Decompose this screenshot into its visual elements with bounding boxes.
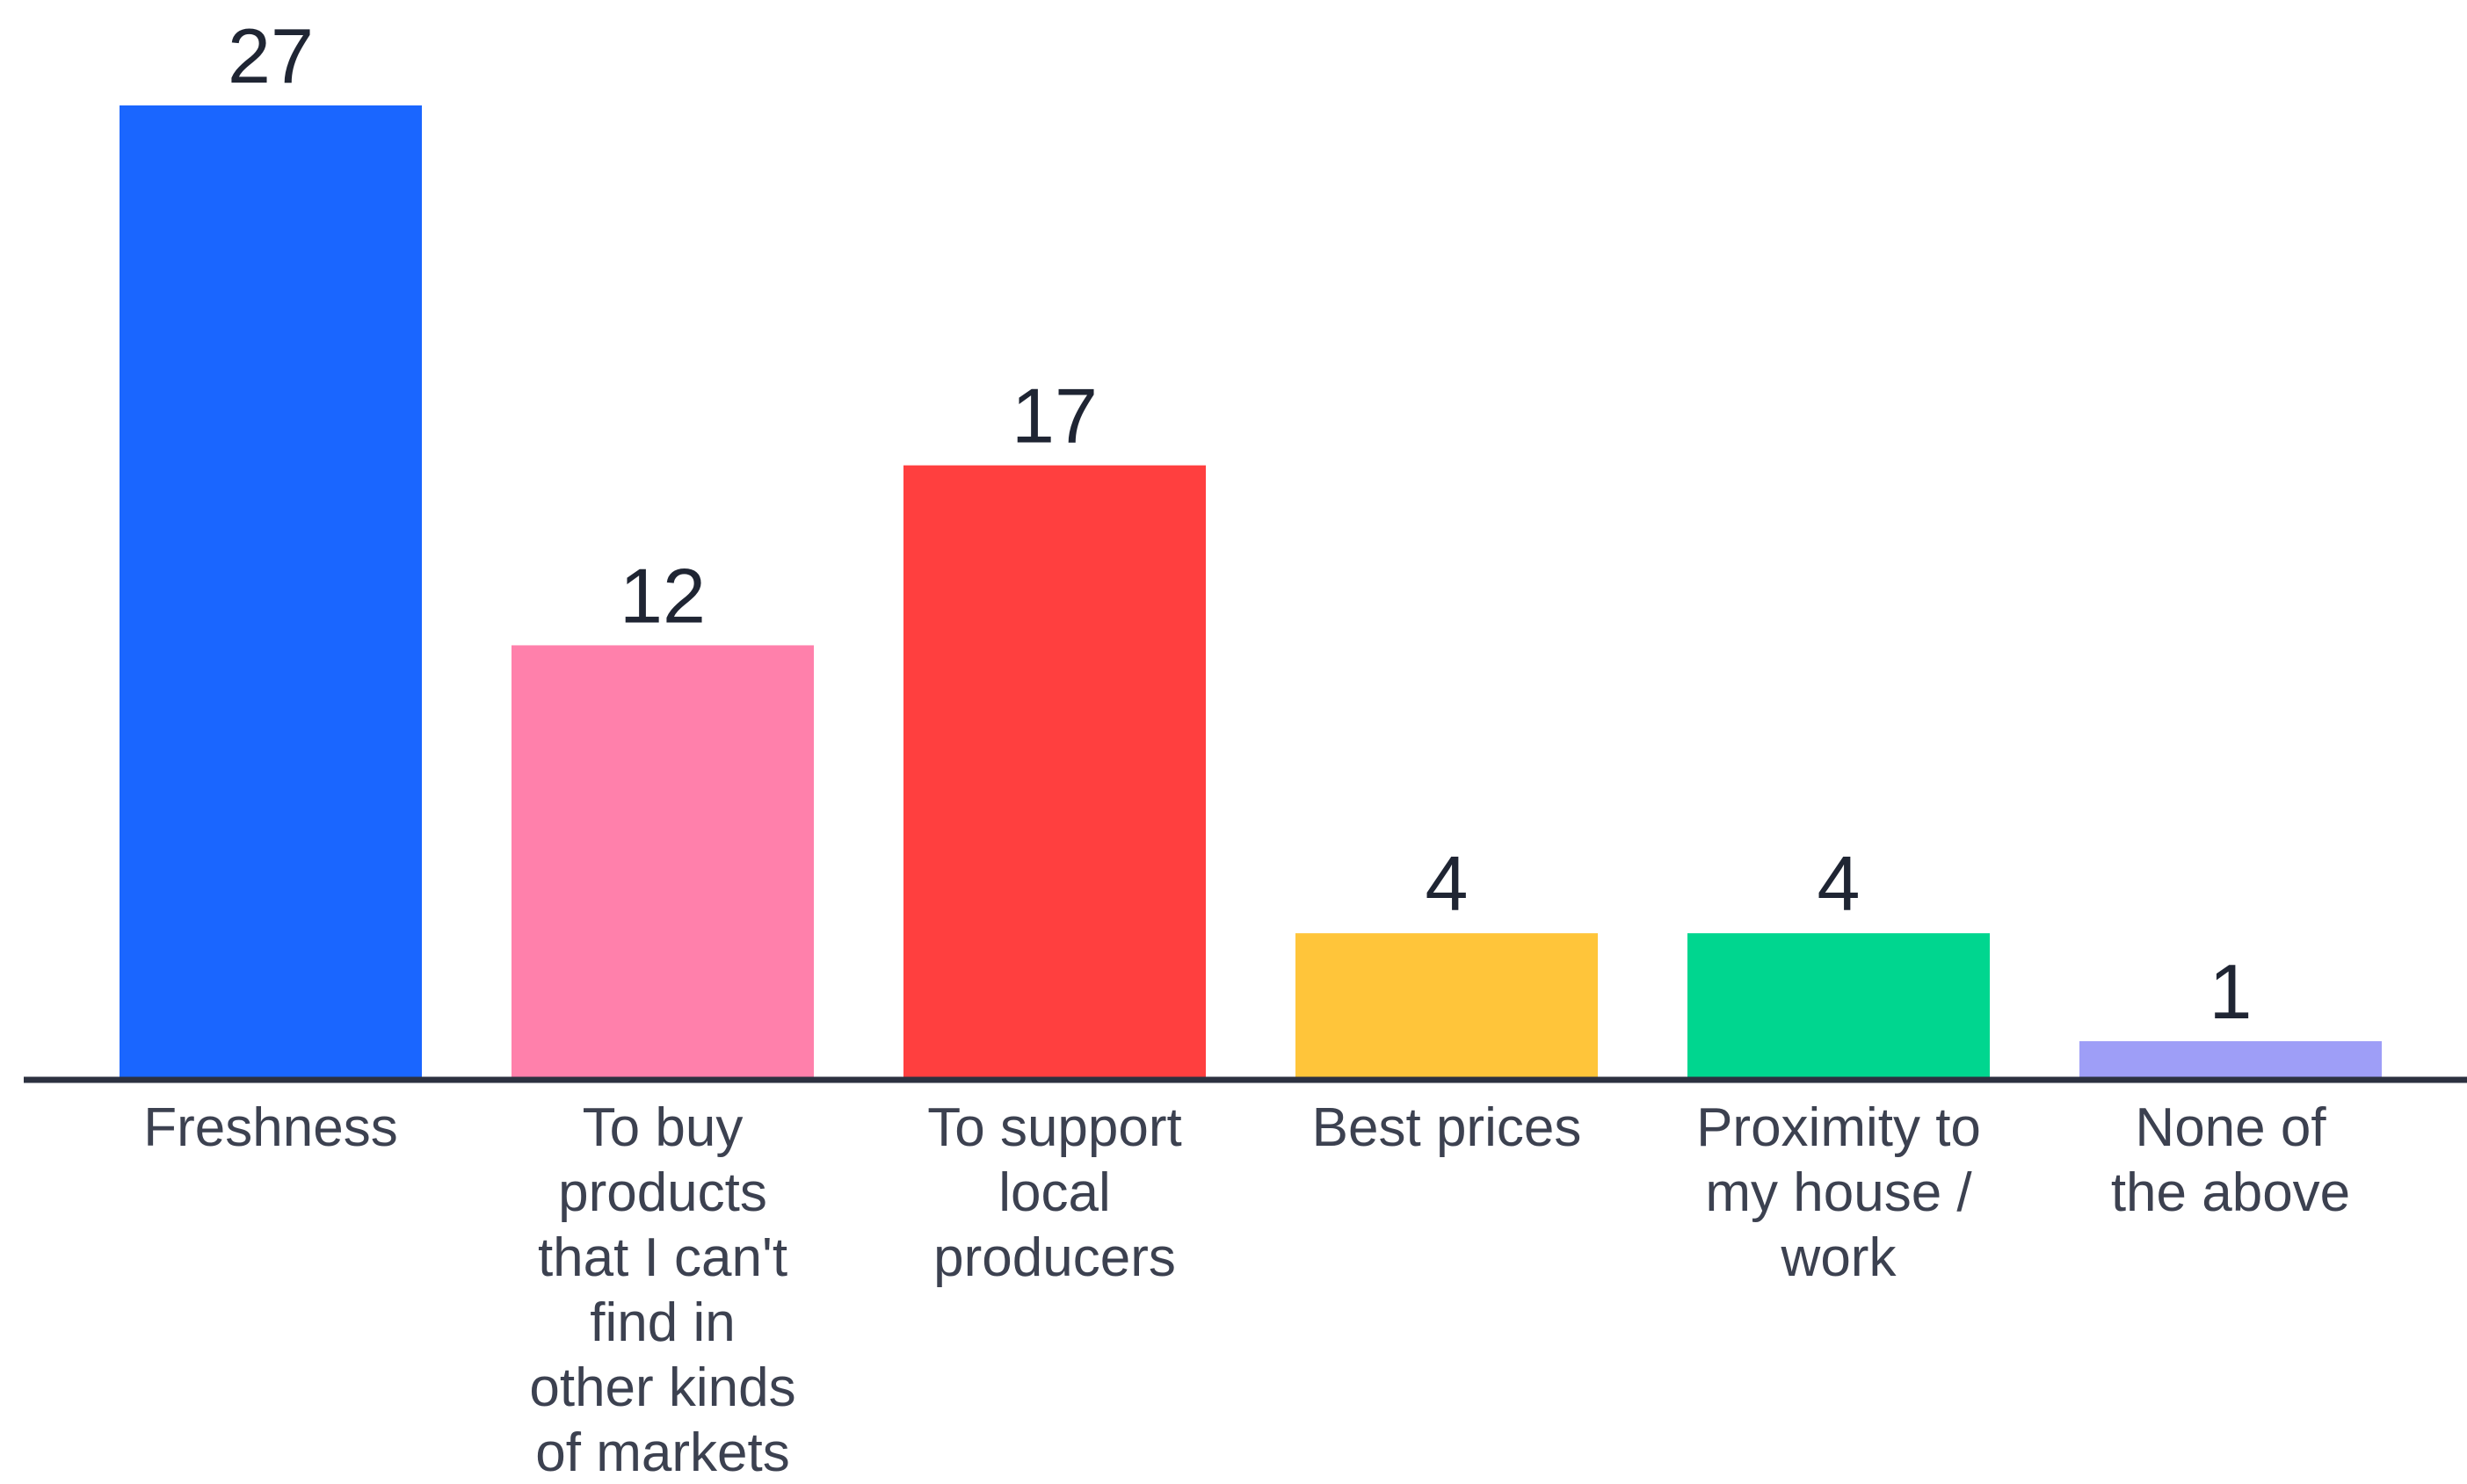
category-label-line: Freshness (143, 1097, 397, 1158)
bar-value-label: 12 (620, 552, 706, 639)
category-label: To support local producers (927, 1097, 1182, 1288)
category-label-line: To buy (583, 1097, 744, 1158)
category-label-line: Best prices (1312, 1097, 1582, 1158)
bar-value-label: 4 (1426, 840, 1469, 927)
category-label-line: work (1781, 1227, 1897, 1288)
category-label: Proximity to my house / work (1696, 1097, 1981, 1288)
category-label: None of the above (2111, 1097, 2350, 1223)
bar (2079, 1041, 2382, 1077)
bar-value-label: 17 (1012, 373, 1098, 460)
bar (512, 645, 814, 1077)
category-label-line: To support (927, 1097, 1182, 1158)
category-label: Freshness (143, 1097, 397, 1158)
bars (120, 105, 2382, 1077)
category-label-line: the above (2111, 1162, 2350, 1223)
category-label-line: None of (2135, 1097, 2326, 1158)
category-label-line: my house / (1705, 1162, 1972, 1223)
category-label-line: producers (933, 1227, 1176, 1288)
bar (1295, 933, 1598, 1077)
value-labels: 27 12 17 4 4 1 (228, 12, 2252, 1035)
category-labels: Freshness To buy products that I can't find … (143, 1097, 2350, 1483)
category-label: To buy products that I can't find in other k… (529, 1097, 795, 1483)
bar-value-label: 4 (1818, 840, 1861, 927)
category-label: Best prices (1312, 1097, 1582, 1158)
category-label-line: local (998, 1162, 1111, 1223)
bar (1687, 933, 1990, 1077)
category-label-line: other kinds (529, 1357, 795, 1418)
category-label-line: that I can't (538, 1227, 787, 1288)
bar (120, 105, 422, 1077)
category-label-line: find in (590, 1292, 735, 1353)
bar (903, 465, 1206, 1077)
category-label-line: products (558, 1162, 767, 1223)
category-label-line: of markets (535, 1422, 789, 1483)
category-label-line: Proximity to (1696, 1097, 1981, 1158)
bar-value-label: 1 (2209, 948, 2253, 1035)
bar-value-label: 27 (228, 12, 314, 99)
